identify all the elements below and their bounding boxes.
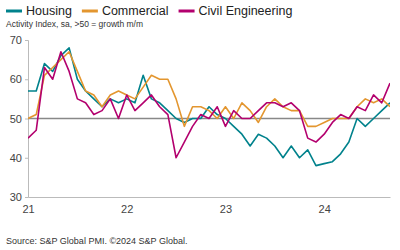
y-tick: 70	[10, 34, 28, 46]
y-tick-mark	[25, 119, 28, 120]
y-tick: 50	[10, 113, 28, 125]
plot: 30 40 50 60 70 21 22 23 24	[10, 34, 391, 215]
x-tick-label: 21	[22, 203, 34, 215]
y-tick-label: 50	[10, 113, 22, 125]
y-tick-label: 40	[10, 152, 22, 164]
legend-swatch	[82, 10, 98, 13]
marks	[28, 48, 390, 166]
subtitle: Activity Index, sa, >50 = growth m/m	[6, 19, 143, 29]
y-tick: 60	[10, 73, 28, 85]
y-tick-label: 70	[10, 34, 22, 46]
y-tick-label: 30	[10, 191, 22, 203]
legend-label: Commercial	[102, 4, 169, 18]
x-tick-label: 23	[220, 203, 232, 215]
y-axis: 30 40 50 60 70	[10, 34, 29, 203]
x-tick: 21	[22, 197, 34, 215]
legend-swatch	[6, 10, 22, 13]
x-tick-label: 24	[319, 203, 331, 215]
x-tick-label: 22	[121, 203, 133, 215]
legend-label: Civil Engineering	[199, 4, 293, 18]
y-tick: 40	[10, 152, 28, 164]
y-tick: 30	[10, 191, 28, 203]
source: Source: S&P Global PMI. ©2024 S&P Global…	[6, 236, 187, 246]
series-line	[28, 52, 390, 158]
legend: Housing Commercial Civil Engineering	[6, 4, 292, 18]
x-axis-line	[29, 197, 391, 198]
legend-label: Housing	[26, 4, 72, 18]
y-tick-label: 60	[10, 73, 22, 85]
y-tick-mark	[25, 40, 28, 41]
chart: 30 40 50 60 70 21 22 23 24 Housing Commercial Civil…	[0, 0, 400, 250]
series-line	[28, 52, 390, 127]
legend-swatch	[179, 10, 195, 13]
y-tick-mark	[25, 79, 28, 80]
legend-item: Housing	[6, 4, 72, 18]
x-tick: 23	[220, 197, 232, 215]
x-axis: 21 22 23 24	[22, 197, 390, 215]
x-tick: 24	[319, 197, 331, 215]
y-tick-mark	[25, 158, 28, 159]
y-tick-mark	[25, 197, 28, 198]
y-axis-line	[25, 41, 29, 198]
series-line	[28, 48, 390, 166]
legend-item: Commercial	[82, 4, 169, 18]
x-tick: 22	[121, 197, 133, 215]
legend-item: Civil Engineering	[179, 4, 293, 18]
